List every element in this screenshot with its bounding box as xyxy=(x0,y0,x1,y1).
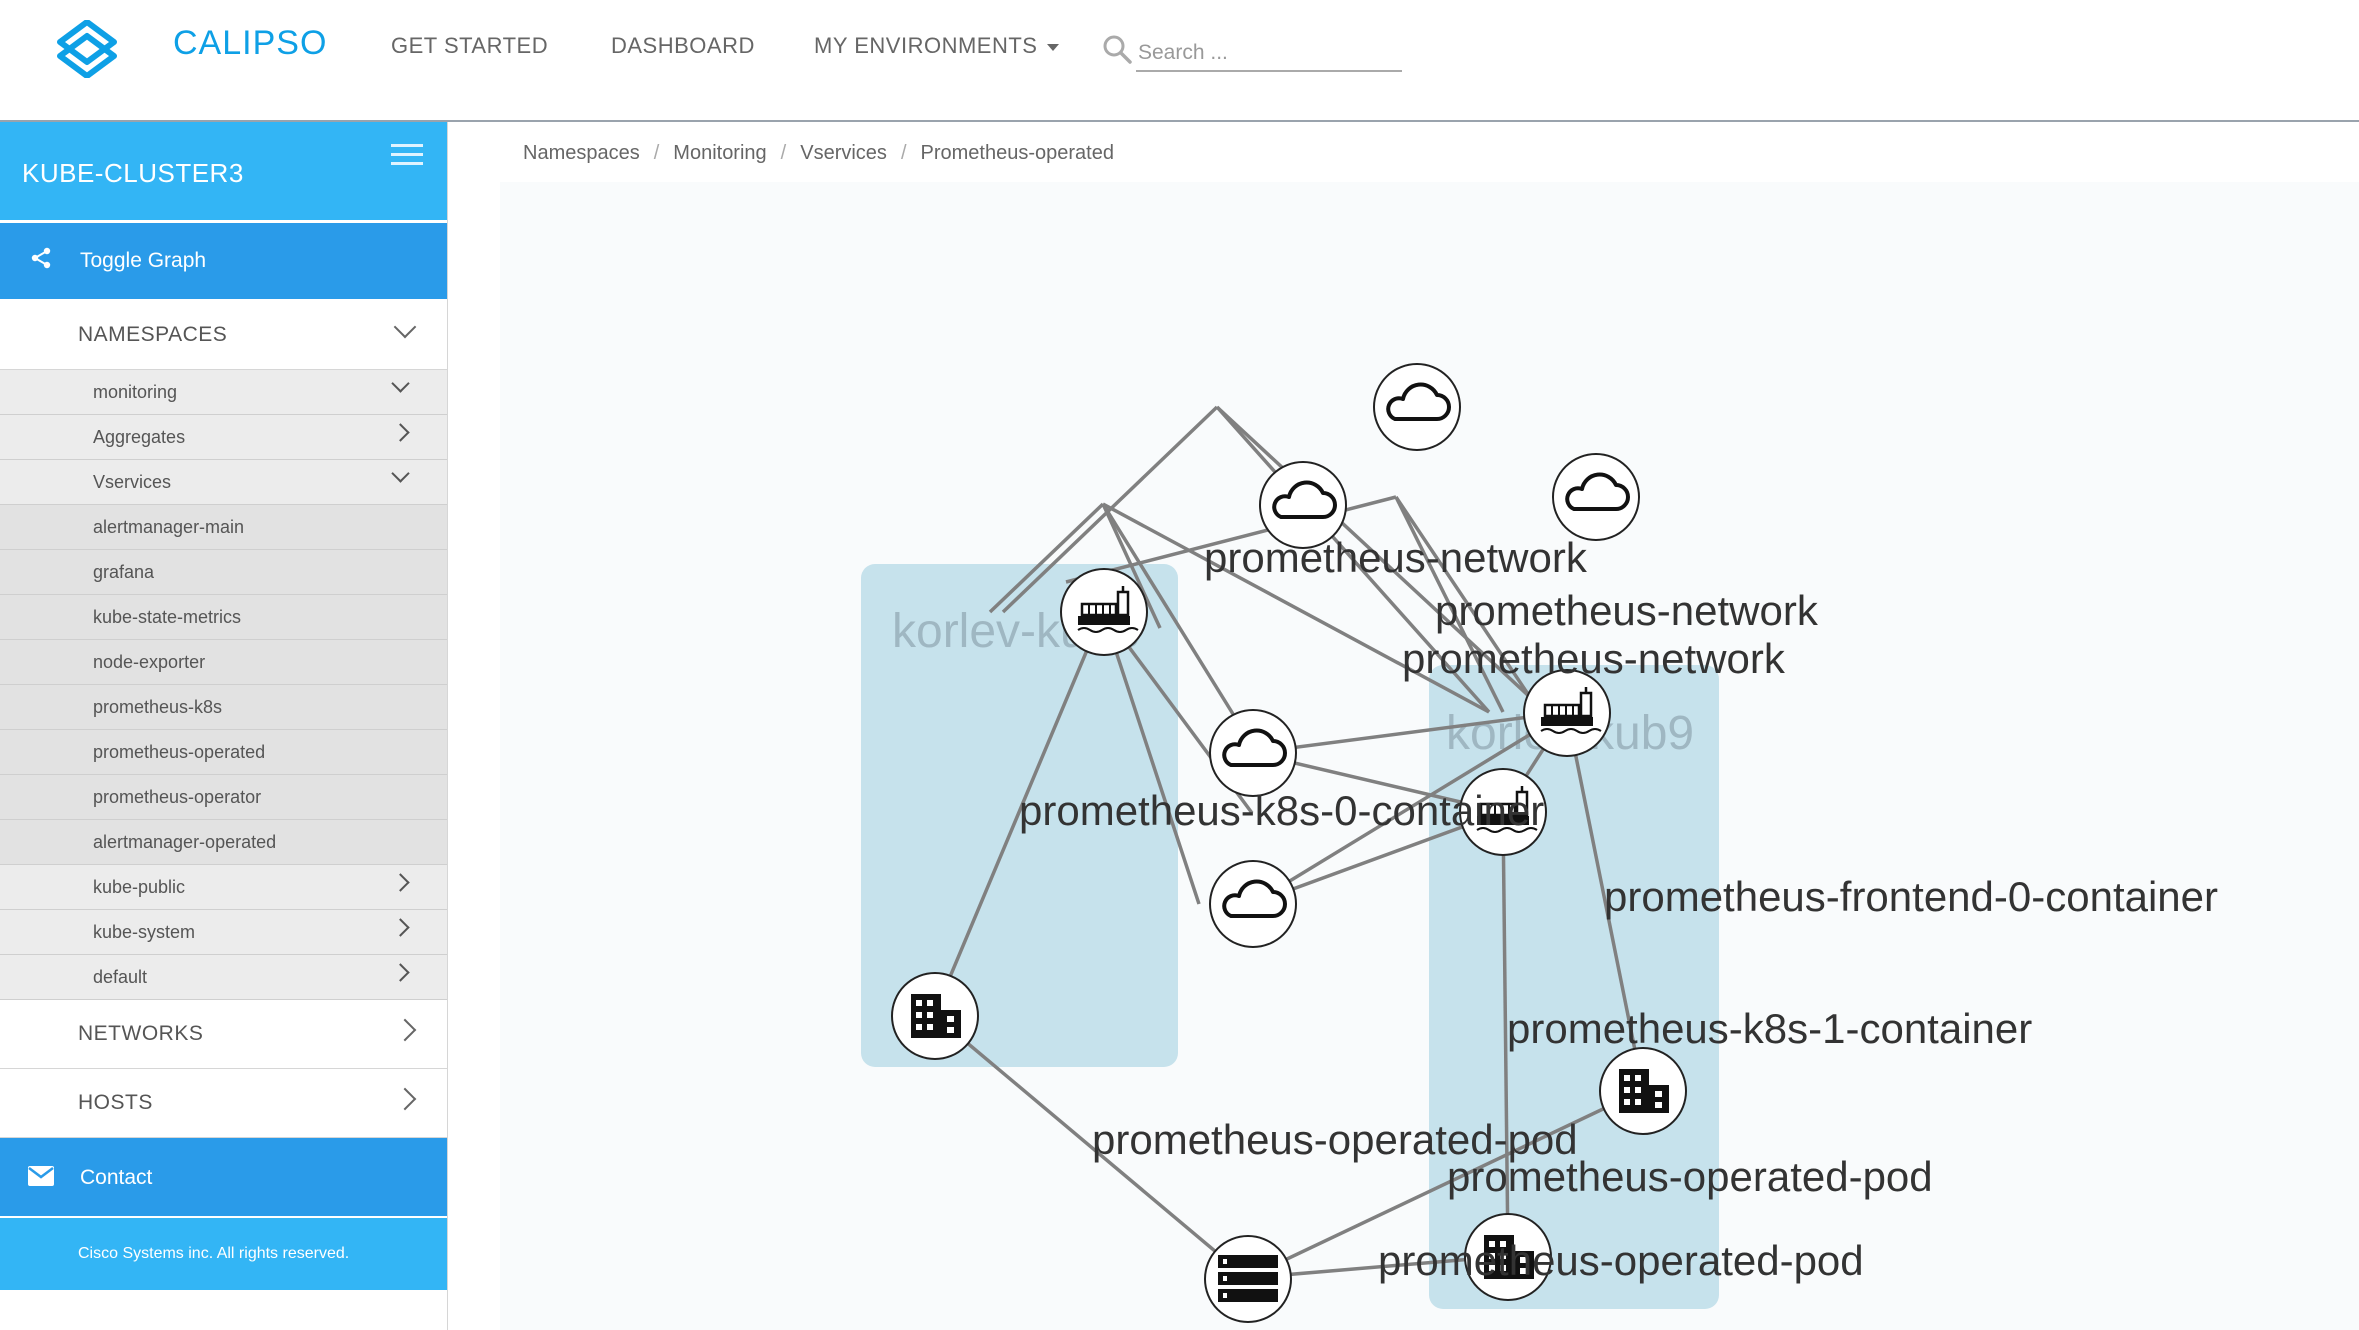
graph-canvas[interactable]: korlev-kub8 korlev-kub9 xyxy=(500,182,2359,1330)
vservice-label: alertmanager-main xyxy=(93,517,245,537)
environment-name: KUBE-CLUSTER3 xyxy=(22,158,244,188)
caret-down-icon xyxy=(1047,43,1060,51)
networks-label: NETWORKS xyxy=(78,1022,204,1045)
breadcrumb-monitoring[interactable]: Monitoring xyxy=(673,142,767,164)
contact-button[interactable]: Contact xyxy=(0,1138,447,1216)
network-node[interactable] xyxy=(1259,461,1347,549)
breadcrumb-separator: / xyxy=(780,142,787,164)
host-group-box[interactable] xyxy=(1429,665,1719,1309)
node-label: prometheus-k8s-1-container xyxy=(1507,1005,2032,1052)
tree-item-kube-public[interactable]: kube-public xyxy=(0,865,447,910)
vservice-label: node-exporter xyxy=(93,652,206,672)
vservice-label: prometheus-operated xyxy=(93,742,266,762)
search-input[interactable] xyxy=(1136,36,1402,72)
breadcrumb-namespaces[interactable]: Namespaces xyxy=(523,142,640,164)
network-node[interactable] xyxy=(1373,363,1461,451)
chevron-right-icon xyxy=(391,918,410,937)
node-label: prometheus-operated-pod xyxy=(1092,1116,1578,1163)
server-icon xyxy=(1218,1255,1278,1302)
chevron-right-icon xyxy=(391,873,410,892)
network-node[interactable] xyxy=(1552,453,1640,541)
nav-my-environments-label: MY ENVIRONMENTS xyxy=(814,33,1038,58)
node-label: prometheus-operated-pod xyxy=(1378,1237,1864,1284)
chevron-down-icon xyxy=(391,374,410,393)
vservice-item[interactable]: node-exporter xyxy=(0,640,447,685)
nav-my-environments[interactable]: MY ENVIRONMENTS xyxy=(814,33,1060,59)
breadcrumb-vservices[interactable]: Vservices xyxy=(800,142,887,164)
breadcrumb-separator: / xyxy=(900,142,907,164)
contact-label: Contact xyxy=(80,1166,153,1189)
network-node[interactable] xyxy=(1209,860,1297,948)
vservice-item[interactable]: prometheus-k8s xyxy=(0,685,447,730)
breadcrumb: Namespaces / Monitoring / Vservices / Promethe… xyxy=(523,142,1114,165)
share-icon xyxy=(31,247,51,269)
tree-item-label: Aggregates xyxy=(93,427,186,447)
sidebar-item-networks[interactable]: NETWORKS xyxy=(0,1000,447,1069)
hosts-label: HOSTS xyxy=(78,1091,153,1114)
container-node[interactable] xyxy=(1459,768,1547,856)
vservice-item-selected[interactable]: prometheus-operated xyxy=(0,730,447,775)
menu-icon[interactable] xyxy=(391,144,423,166)
vservice-item[interactable]: grafana xyxy=(0,550,447,595)
vservice-label: prometheus-k8s xyxy=(93,697,223,717)
toggle-graph-button[interactable]: Toggle Graph xyxy=(0,223,447,299)
pod-node[interactable] xyxy=(891,972,979,1060)
vservice-item[interactable]: alertmanager-operated xyxy=(0,820,447,865)
sidebar-item-hosts[interactable]: HOSTS xyxy=(0,1069,447,1138)
sidebar-header: KUBE-CLUSTER3 xyxy=(0,122,447,220)
tree-item-aggregates[interactable]: Aggregates xyxy=(0,415,447,460)
vservice-label: grafana xyxy=(93,562,155,582)
brand-name[interactable]: CALIPSO xyxy=(173,24,328,62)
node-label: prometheus-network xyxy=(1204,534,1588,581)
node-label: prometheus-k8s-0-container xyxy=(1019,787,1544,834)
node-label: prometheus-network xyxy=(1402,635,1786,682)
toggle-graph-label: Toggle Graph xyxy=(80,249,207,272)
tree-item-kube-system[interactable]: kube-system xyxy=(0,910,447,955)
vservice-label: kube-state-metrics xyxy=(93,607,242,627)
tree-item-label: kube-system xyxy=(93,922,196,942)
envelope-icon xyxy=(28,1166,54,1186)
chevron-right-icon xyxy=(393,1018,417,1042)
tree-item-monitoring[interactable]: monitoring xyxy=(0,370,447,415)
chevron-right-icon xyxy=(391,963,410,982)
chevron-down-icon xyxy=(393,315,417,339)
chevron-right-icon xyxy=(391,423,410,442)
vservice-label: alertmanager-operated xyxy=(93,832,277,852)
tree-item-label: monitoring xyxy=(93,382,178,402)
tree-item-default[interactable]: default xyxy=(0,955,447,1000)
nav-get-started[interactable]: GET STARTED xyxy=(391,33,549,58)
calipso-logo-icon[interactable] xyxy=(56,20,118,78)
tree-item-label: default xyxy=(93,967,148,987)
sidebar-item-namespaces[interactable]: NAMESPACES xyxy=(0,301,447,370)
sidebar: KUBE-CLUSTER3 Toggle Graph NAMESPACES mo… xyxy=(0,122,448,1330)
chevron-down-icon xyxy=(391,464,410,483)
node-label: prometheus-network xyxy=(1435,587,1819,634)
copyright-text: Cisco Systems inc. All rights reserved. xyxy=(78,1245,350,1262)
node-label: prometheus-frontend-0-container xyxy=(1604,873,2218,920)
network-node[interactable] xyxy=(1209,709,1297,797)
vservice-item[interactable]: prometheus-operator xyxy=(0,775,447,820)
chevron-right-icon xyxy=(393,1087,417,1111)
search-icon xyxy=(1103,35,1132,64)
node-label: prometheus-operated-pod xyxy=(1447,1153,1933,1200)
pod-node[interactable] xyxy=(1464,1213,1552,1301)
top-navbar: CALIPSO GET STARTED DASHBOARD MY ENVIRON… xyxy=(0,0,2359,122)
nav-dashboard[interactable]: DASHBOARD xyxy=(611,33,755,58)
pod-node[interactable] xyxy=(1599,1047,1687,1135)
breadcrumb-separator: / xyxy=(653,142,660,164)
vservice-item[interactable]: kube-state-metrics xyxy=(0,595,447,640)
tree-item-label: kube-public xyxy=(93,877,186,897)
vservice-label: prometheus-operator xyxy=(93,787,262,807)
tree-item-vservices[interactable]: Vservices xyxy=(0,460,447,505)
sidebar-footer: Cisco Systems inc. All rights reserved. xyxy=(0,1218,447,1290)
host-node[interactable] xyxy=(1204,1235,1292,1323)
container-node[interactable] xyxy=(1523,669,1611,757)
breadcrumb-current: Prometheus-operated xyxy=(920,142,1114,164)
vservice-item[interactable]: alertmanager-main xyxy=(0,505,447,550)
namespaces-label: NAMESPACES xyxy=(78,323,228,346)
container-node[interactable] xyxy=(1060,568,1148,656)
tree-item-label: Vservices xyxy=(93,472,172,492)
